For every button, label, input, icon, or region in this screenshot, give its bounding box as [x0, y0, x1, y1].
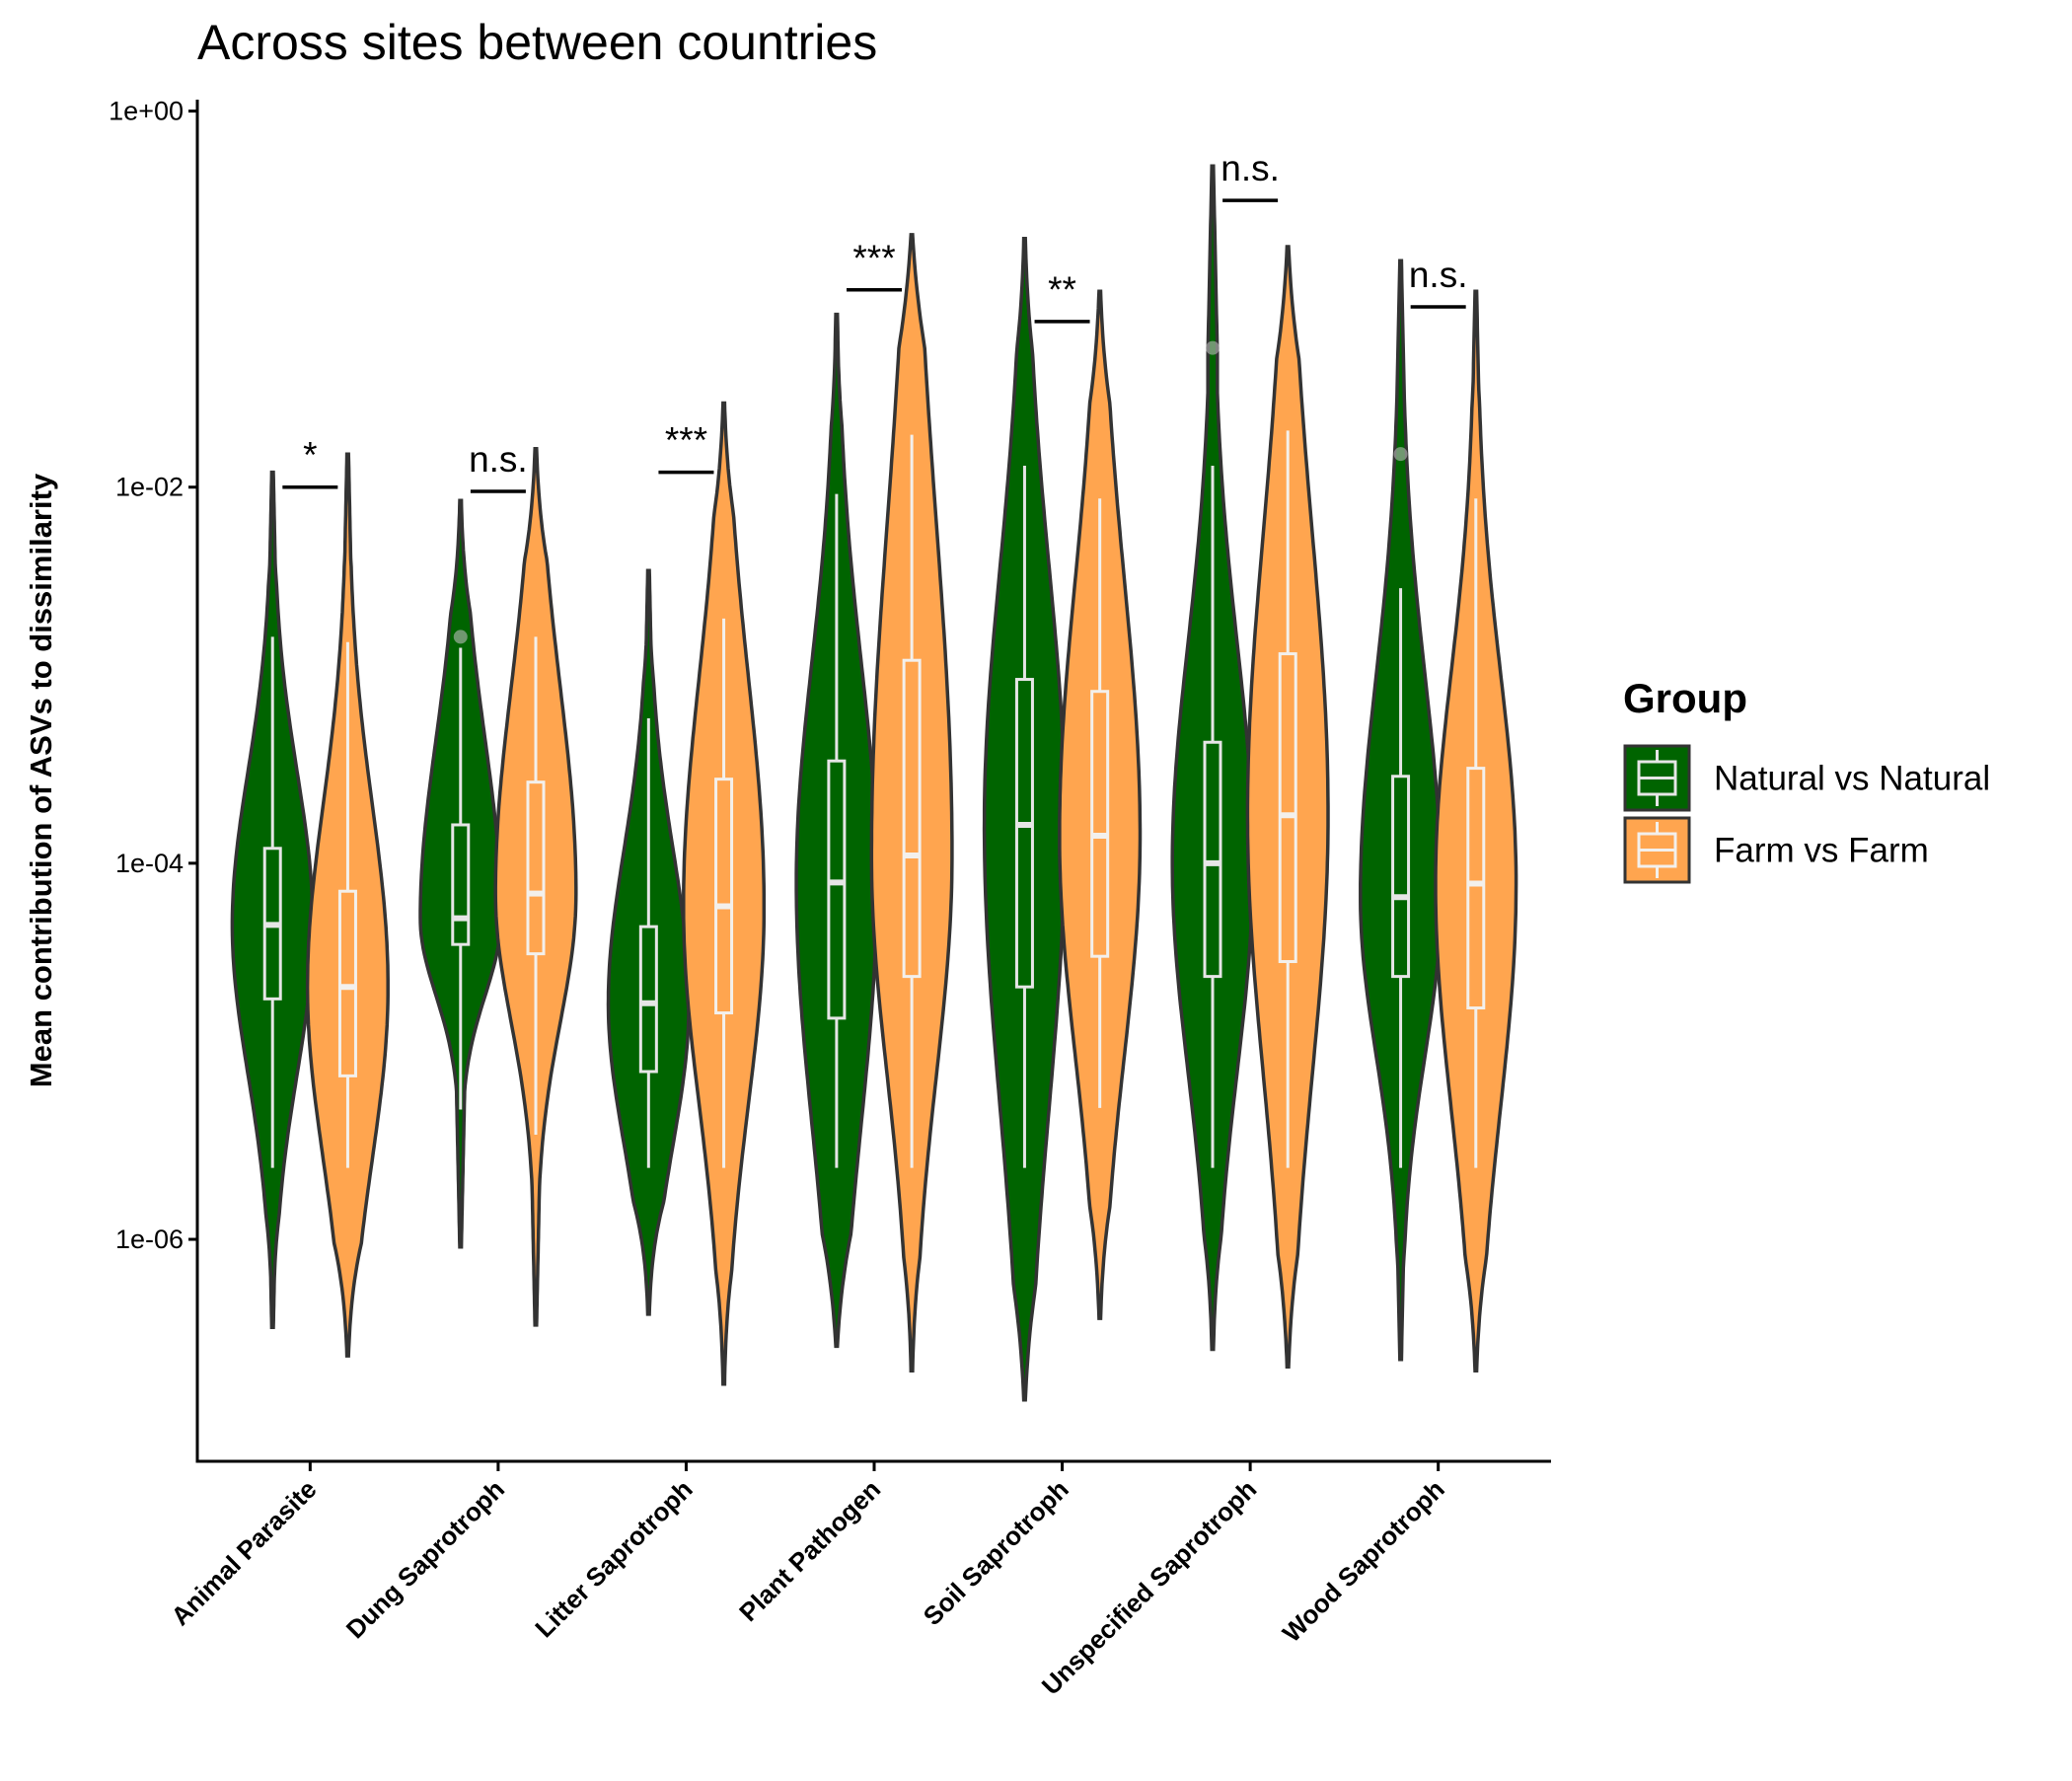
significance-label: n.s.	[469, 439, 528, 480]
y-tick-label: 1e-04	[115, 849, 184, 878]
box	[714, 778, 734, 1015]
box	[1278, 652, 1297, 964]
chart-title: Across sites between countries	[197, 15, 877, 70]
box	[827, 759, 847, 1020]
y-tick-label: 1e-02	[115, 473, 184, 502]
legend-label: Farm vs Farm	[1714, 832, 1929, 870]
significance-label: n.s.	[1409, 255, 1468, 295]
y-axis-label: Mean contribution of ASVs to dissimilari…	[24, 473, 58, 1087]
violin	[682, 401, 767, 1386]
box	[1391, 775, 1411, 979]
legend-item: Farm vs Farm	[1623, 816, 1929, 884]
box	[526, 780, 546, 956]
box	[1466, 767, 1486, 1010]
violin	[230, 470, 315, 1330]
violin	[418, 498, 503, 1249]
legend-item: Natural vs Natural	[1623, 744, 1990, 812]
box	[1014, 678, 1034, 989]
x-tick-label: Litter Saprotroph	[529, 1474, 698, 1643]
violin	[1058, 289, 1143, 1320]
y-tick-label: 1e+00	[109, 97, 184, 126]
x-tick-label: Dung Saprotroph	[340, 1474, 510, 1644]
violin	[1434, 289, 1518, 1373]
violin	[1359, 259, 1443, 1362]
x-tick-label: Plant Pathogen	[733, 1474, 886, 1627]
violin	[869, 233, 954, 1373]
violin	[1170, 164, 1255, 1352]
violin	[493, 447, 578, 1327]
box	[337, 889, 357, 1077]
box	[1090, 690, 1110, 958]
significance-label: n.s.	[1221, 148, 1280, 188]
legend-label: Natural vs Natural	[1714, 760, 1990, 798]
box	[902, 658, 922, 979]
violin	[982, 236, 1067, 1402]
legend-title: Group	[1623, 675, 1747, 721]
significance-label: ***	[665, 420, 707, 461]
significance-label: ***	[852, 238, 895, 278]
violin	[606, 568, 691, 1316]
x-tick-label: Unspecified Saprotroph	[1036, 1474, 1263, 1701]
significance-label: *	[303, 435, 317, 476]
box	[638, 925, 658, 1074]
box	[1203, 740, 1222, 979]
outlier	[1393, 447, 1408, 462]
violin	[305, 452, 390, 1358]
violin	[1245, 245, 1330, 1369]
x-tick-label: Animal Parasite	[165, 1474, 322, 1631]
x-tick-label: Wood Saprotroph	[1277, 1474, 1450, 1648]
violin	[794, 312, 879, 1349]
y-tick-label: 1e-06	[115, 1224, 184, 1254]
box	[451, 823, 471, 946]
significance-label: **	[1048, 269, 1076, 310]
outlier	[1206, 340, 1220, 355]
x-tick-label: Soil Saprotroph	[918, 1474, 1074, 1631]
outlier	[453, 630, 468, 644]
